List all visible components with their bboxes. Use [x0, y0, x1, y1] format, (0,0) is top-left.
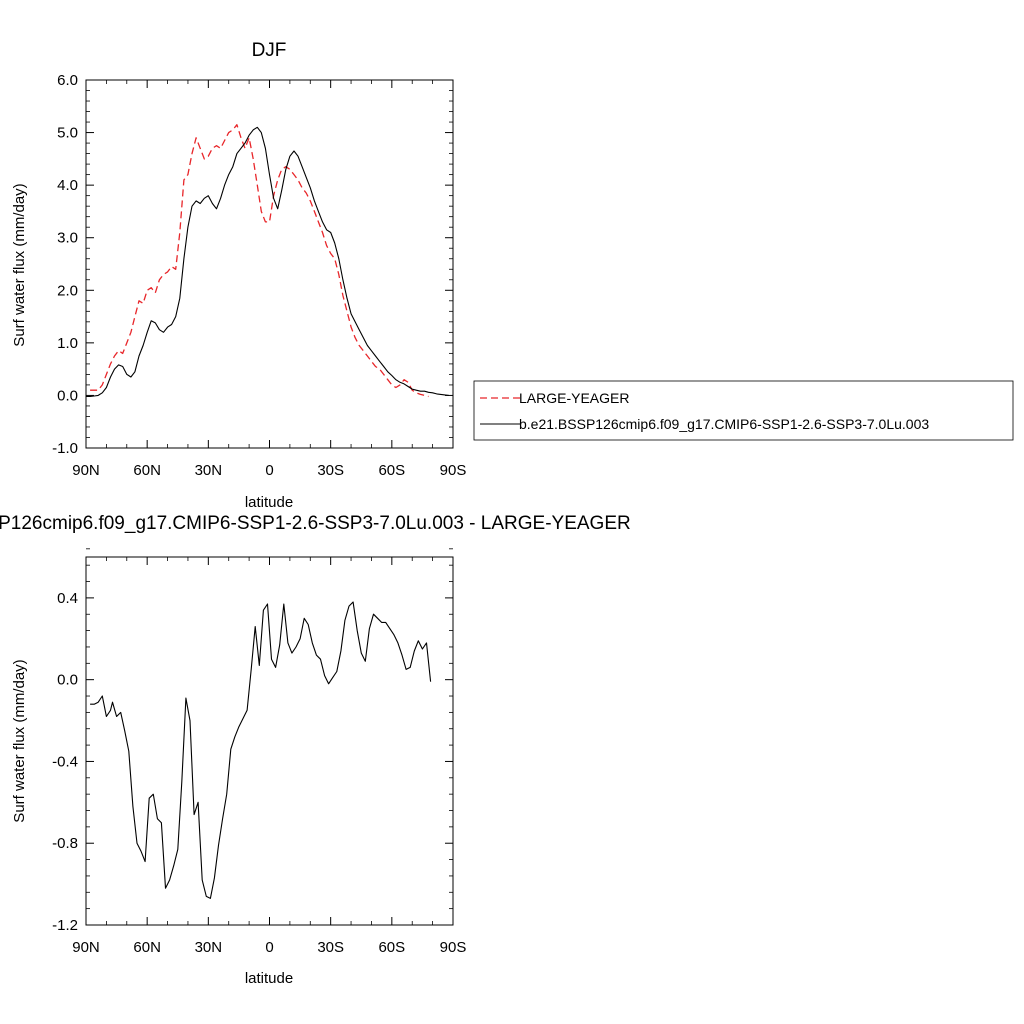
bottom-chart-axes: 90N 60N 30N 0 30S 60S 90S -1.2 -0.8 -0.4 0.0 0.4: [52, 548, 467, 956]
top-x-tick-label: 60S: [378, 462, 405, 479]
bottom-y-tick-label: -0.4: [52, 753, 78, 770]
top-chart-title: DJF: [252, 40, 287, 61]
top-y-tick-label: 6.0: [57, 72, 78, 89]
top-series-line-1: [90, 124, 429, 398]
top-x-tick-label: 60N: [133, 462, 161, 479]
legend-box: [473, 380, 1014, 441]
top-y-tick-label: 2.0: [57, 282, 78, 299]
legend-label-case: b.e21.BSSP126cmip6.f09_g17.CMIP6-SSP1-2.…: [519, 416, 929, 432]
bottom-x-tick-label: 60N: [133, 939, 161, 956]
top-y-tick-label: 4.0: [57, 177, 78, 194]
top-y-tick-label: 5.0: [57, 125, 78, 142]
top-chart-frame: [85, 79, 454, 449]
top-y-tick-label: 0.0: [57, 387, 78, 404]
bottom-chart-lines: [90, 601, 432, 899]
top-series-line-2: [86, 126, 449, 398]
top-x-tick-label: 30S: [317, 462, 344, 479]
top-y-tick-label: 1.0: [57, 335, 78, 352]
bottom-y-tick-label: 0.4: [57, 590, 78, 607]
bottom-x-tick-label: 90N: [72, 939, 100, 956]
bottom-x-tick-label: 90S: [440, 939, 467, 956]
legend: LARGE-YEAGER b.e21.BSSP126cmip6.f09_g17.…: [473, 380, 1014, 441]
bottom-x-tick-label: 30S: [317, 939, 344, 956]
top-chart-x-axis-label: latitude: [245, 494, 293, 511]
top-x-tick-label: 0: [265, 462, 273, 479]
bottom-y-tick-label: 0.0: [57, 672, 78, 689]
bottom-x-tick-label: 30N: [195, 939, 223, 956]
top-chart-y-axis-label: Surf water flux (mm/day): [11, 183, 28, 346]
top-chart-lines: [86, 124, 449, 398]
legend-label-large-yeager: LARGE-YEAGER: [519, 390, 629, 406]
bottom-x-tick-label: 60S: [378, 939, 405, 956]
bottom-chart-title: b.e21.BSSP126cmip6.f09_g17.CMIP6-SSP1-2.…: [0, 513, 631, 534]
top-y-tick-label: -1.0: [52, 440, 78, 457]
bottom-chart-frame: [85, 556, 454, 926]
bottom-chart-x-axis-label: latitude: [245, 970, 293, 987]
bottom-chart-y-axis-label: Surf water flux (mm/day): [11, 659, 28, 822]
top-chart-axes: 90N 60N 30N 0 30S 60S 90S -1.0 0.0 1.0 2.0 3.0 4.0 5.…: [52, 72, 466, 479]
top-x-tick-label: 30N: [195, 462, 223, 479]
top-chart: DJF Surf water flux (mm/day) latitude 90…: [11, 40, 466, 511]
bottom-y-tick-label: -1.2: [52, 917, 78, 934]
bottom-series-line-1: [90, 601, 432, 899]
bottom-chart: b.e21.BSSP126cmip6.f09_g17.CMIP6-SSP1-2.…: [0, 513, 631, 987]
bottom-y-tick-label: -0.8: [52, 835, 78, 852]
top-y-tick-label: 3.0: [57, 230, 78, 247]
bottom-x-tick-label: 0: [265, 939, 273, 956]
top-x-tick-label: 90N: [72, 462, 100, 479]
top-x-tick-label: 90S: [440, 462, 467, 479]
